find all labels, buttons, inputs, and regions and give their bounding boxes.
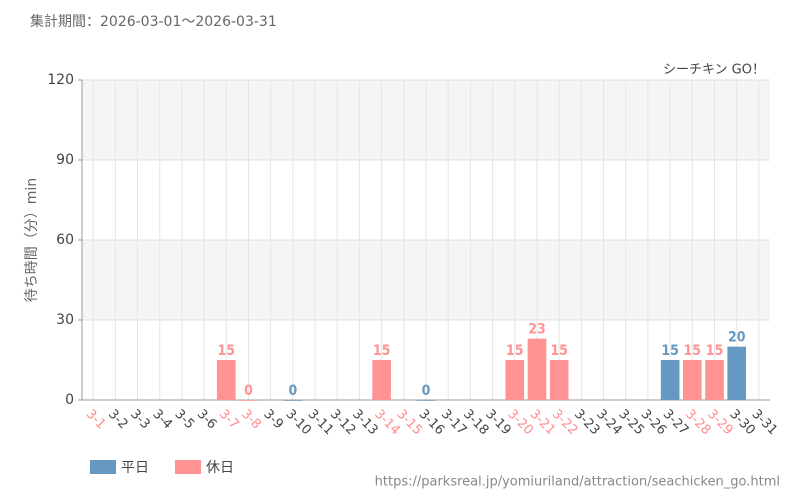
data-label: 15 — [661, 343, 679, 359]
data-label: 0 — [288, 383, 297, 399]
x-tick-label: 3-1 — [83, 407, 109, 433]
x-tick-label: 3-2 — [105, 407, 131, 433]
data-label: 15 — [217, 343, 235, 359]
bar — [239, 400, 258, 401]
x-tick-label: 3-5 — [172, 407, 198, 433]
bar — [372, 360, 391, 400]
data-label: 20 — [728, 330, 746, 346]
bar — [283, 400, 303, 401]
bar — [660, 360, 680, 400]
bar — [416, 400, 436, 401]
bar — [216, 360, 236, 400]
y-tick-label: 60 — [56, 232, 74, 248]
x-tick-label: 3-7 — [216, 407, 242, 433]
legend-label: 休日 — [206, 460, 234, 476]
bar — [683, 360, 702, 400]
y-tick-label: 90 — [56, 152, 74, 168]
bar — [705, 360, 724, 400]
chart-title: 集計期間：2026-03-01～2026-03-31 — [30, 13, 277, 30]
data-label: 15 — [373, 343, 391, 359]
data-label: 15 — [684, 343, 702, 359]
bar — [727, 346, 747, 400]
data-label: 0 — [244, 383, 253, 399]
x-tick-label: 3-9 — [260, 407, 286, 433]
legend-swatch — [90, 460, 116, 474]
chart-subtitle: シーチキン GO！ — [663, 63, 765, 78]
data-label: 15 — [550, 343, 568, 359]
data-label: 23 — [528, 322, 546, 338]
data-label: 0 — [422, 383, 431, 399]
bar — [549, 360, 569, 400]
data-label: 15 — [706, 343, 724, 359]
bar — [527, 338, 547, 400]
x-tick-label: 3-8 — [238, 407, 264, 433]
x-tick-label: 3-4 — [149, 407, 175, 433]
y-tick-label: 30 — [56, 312, 74, 328]
legend-label: 平日 — [121, 460, 149, 476]
y-axis-label: 待ち時間（分）min — [24, 178, 40, 302]
legend-swatch — [175, 460, 201, 474]
source-url: https://parksreal.jp/yomiuriland/attract… — [375, 475, 780, 490]
x-tick-label: 3-3 — [127, 407, 153, 433]
bar — [505, 360, 525, 400]
data-label: 15 — [506, 343, 524, 359]
y-tick-label: 120 — [47, 72, 74, 88]
y-tick-label: 0 — [65, 392, 74, 408]
x-tick-label: 3-6 — [194, 407, 220, 433]
